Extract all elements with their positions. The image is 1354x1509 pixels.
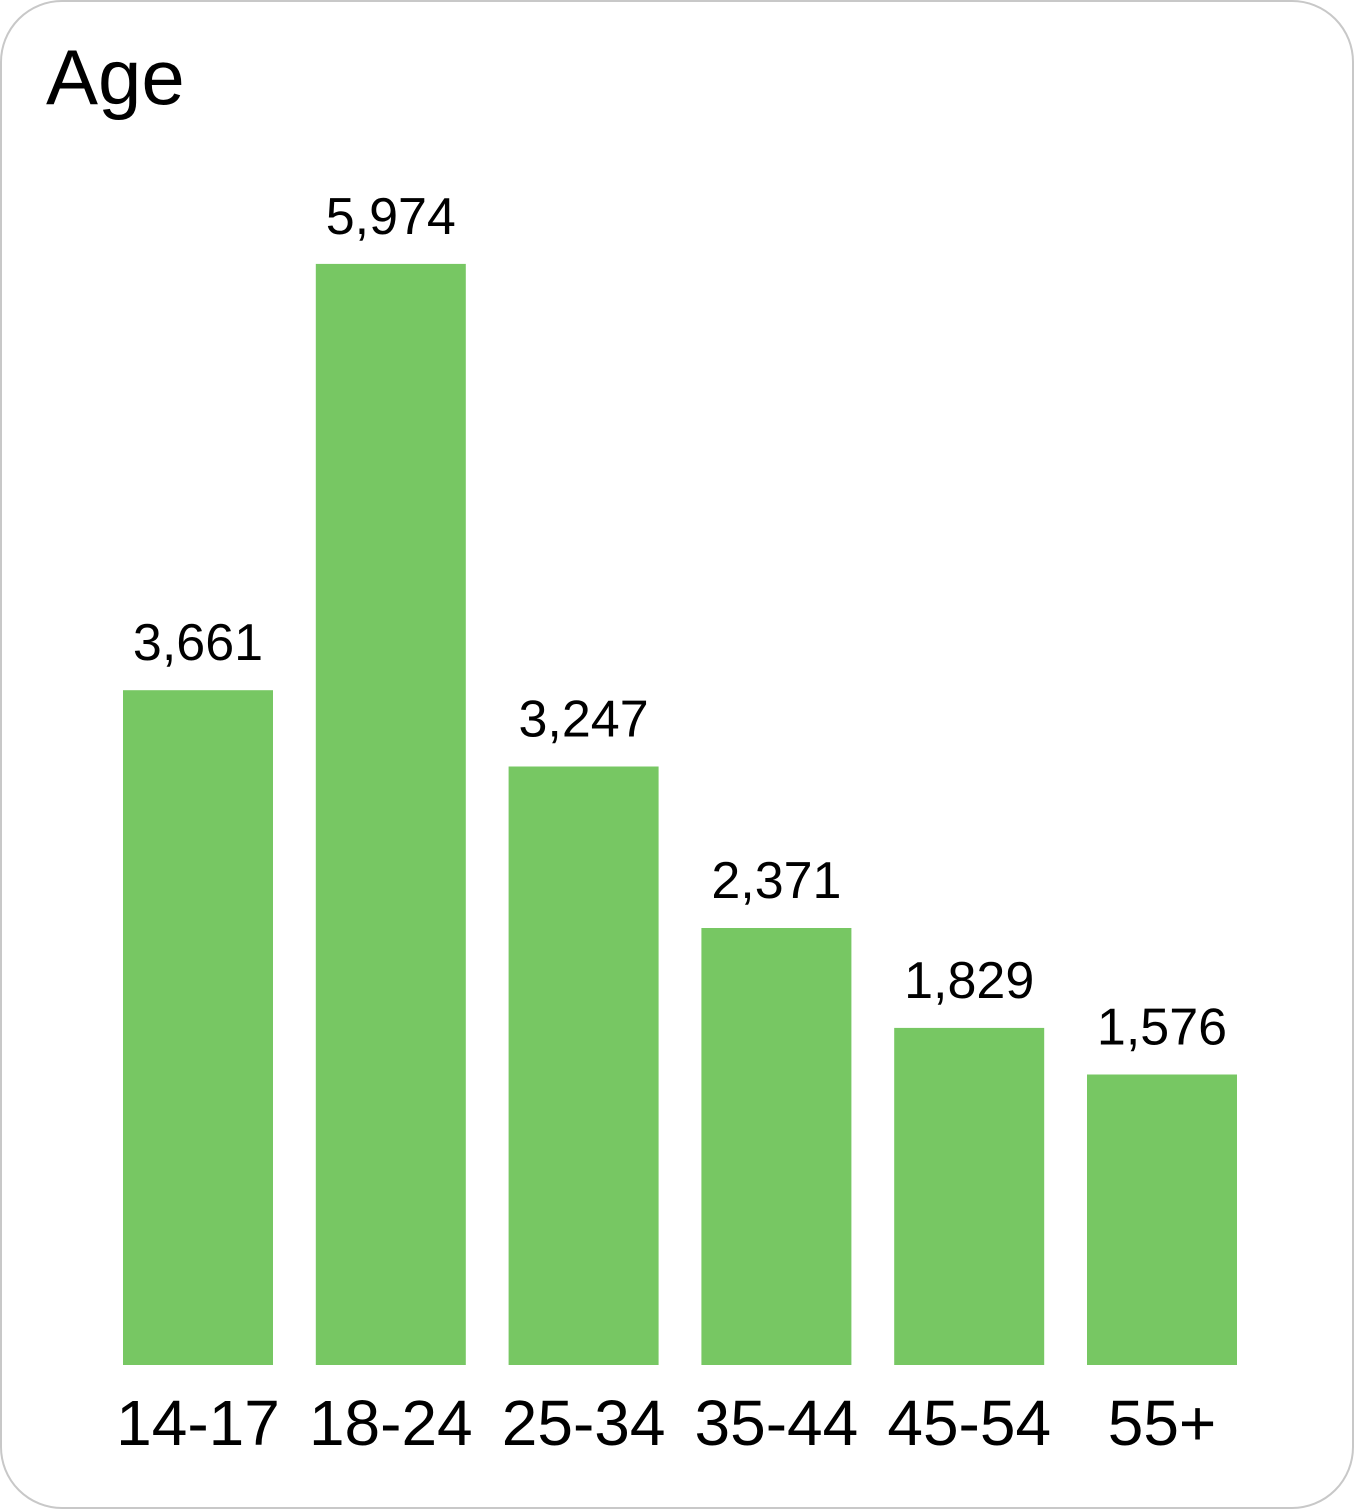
bar-35-44 (701, 928, 852, 1365)
bar-25-34 (508, 766, 659, 1365)
value-label-55+: 1,576 (1097, 999, 1227, 1057)
x-tick-label-25-34: 25-34 (502, 1387, 666, 1459)
value-label-45-54: 1,829 (904, 952, 1034, 1010)
x-tick-label-group: 14-17 18-24 25-34 35-44 45-54 55+ (116, 1387, 1216, 1459)
bar-18-24 (315, 263, 466, 1365)
value-label-25-34: 3,247 (519, 691, 649, 749)
value-label-18-24: 5,974 (326, 188, 456, 246)
x-tick-label-18-24: 18-24 (309, 1387, 473, 1459)
x-tick-label-55+: 55+ (1108, 1387, 1217, 1459)
x-tick-label-14-17: 14-17 (116, 1387, 280, 1459)
value-label-group: 3,661 5,974 3,247 2,371 1,829 1,576 (133, 188, 1227, 1057)
value-label-14-17: 3,661 (133, 614, 263, 672)
bar-group (123, 263, 1237, 1365)
bar-55+ (1087, 1074, 1237, 1365)
x-tick-label-35-44: 35-44 (695, 1387, 859, 1459)
bar-45-54 (894, 1027, 1045, 1365)
x-tick-label-45-54: 45-54 (887, 1387, 1051, 1459)
value-label-35-44: 2,371 (711, 852, 841, 910)
bar-14-17 (123, 690, 273, 1365)
chart-title: Age (46, 33, 185, 121)
